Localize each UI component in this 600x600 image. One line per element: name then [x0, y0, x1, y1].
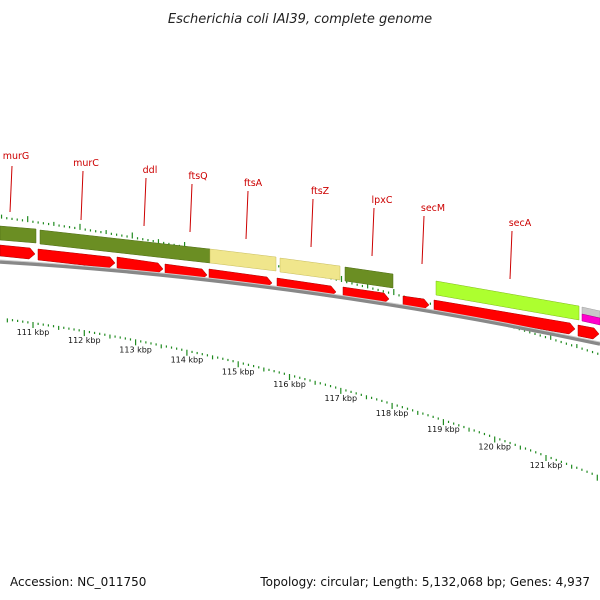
gene-label-ftsq: ftsQ [188, 171, 207, 182]
genome-summary-text: Topology: circular; Length: 5,132,068 bp… [259, 575, 590, 589]
cds-arrow-9 [433, 299, 576, 335]
kbp-scale-label: 121 kbp [530, 461, 563, 470]
kbp-scale-label: 114 kbp [171, 356, 204, 365]
gene-leader-line [310, 198, 314, 248]
gene-label-ftsz: ftsZ [311, 186, 330, 197]
kbp-scale-label: 111 kbp [17, 328, 50, 337]
kbp-scale-label: 118 kbp [376, 409, 409, 418]
backbone-arc [0, 260, 600, 346]
feature-khaki-1 [209, 248, 277, 272]
gene-leader-line [371, 207, 375, 257]
gene-leader-line [80, 170, 84, 221]
cds-arrow-10 [577, 324, 600, 340]
gene-label-layer: murG murC ddl ftsQ ftsA ftsZ lpxC secM secA [3, 151, 532, 280]
kbp-scale-label: 112 kbp [68, 336, 101, 345]
kbp-scale-label: 115 kbp [222, 367, 255, 376]
tick-layer [0, 214, 599, 481]
backbone-arc-highlight [0, 259, 600, 343]
gene-label-murc: murC [73, 158, 99, 169]
gene-leader-line [245, 190, 249, 240]
feature-grey [581, 306, 600, 319]
feature-khaki-2 [279, 257, 341, 281]
accession-text: Accession: NC_011750 [10, 575, 146, 589]
gene-leader-line [9, 165, 13, 213]
gene-label-ftsa: ftsA [244, 178, 263, 189]
feature-dark-olive-3 [344, 266, 394, 289]
gene-leader-line [421, 215, 425, 265]
gene-label-murg: murG [3, 151, 30, 162]
gene-label-lpxc: lpxC [372, 195, 393, 206]
gene-label-seca: secA [509, 218, 532, 229]
kbp-label-layer: 111 kbp 112 kbp 113 kbp 114 kbp 115 kbp 116 k… [17, 328, 563, 470]
gene-label-ddl: ddl [143, 165, 158, 176]
kbp-scale-label: 117 kbp [324, 394, 357, 403]
feature-magenta [581, 313, 600, 326]
map-title: Escherichia coli IAI39, complete genome [168, 12, 432, 27]
cds-arrow-3 [116, 256, 164, 275]
cds-arrow-1 [0, 244, 36, 260]
cds-track [0, 244, 600, 340]
gene-leader-line [143, 177, 147, 227]
kbp-scale-label: 119 kbp [427, 425, 460, 434]
feature-track [0, 225, 600, 326]
kbp-scale-label: 116 kbp [273, 380, 306, 389]
kbp-scale-label: 120 kbp [478, 442, 511, 451]
gene-leader-line [509, 230, 513, 280]
cds-arrow-2 [37, 248, 116, 269]
kbp-scale-label: 113 kbp [119, 345, 152, 354]
feature-dark-olive-1 [0, 225, 37, 244]
gene-leader-line [189, 183, 193, 233]
feature-lime [435, 280, 580, 321]
gene-label-secm: secM [421, 203, 445, 214]
